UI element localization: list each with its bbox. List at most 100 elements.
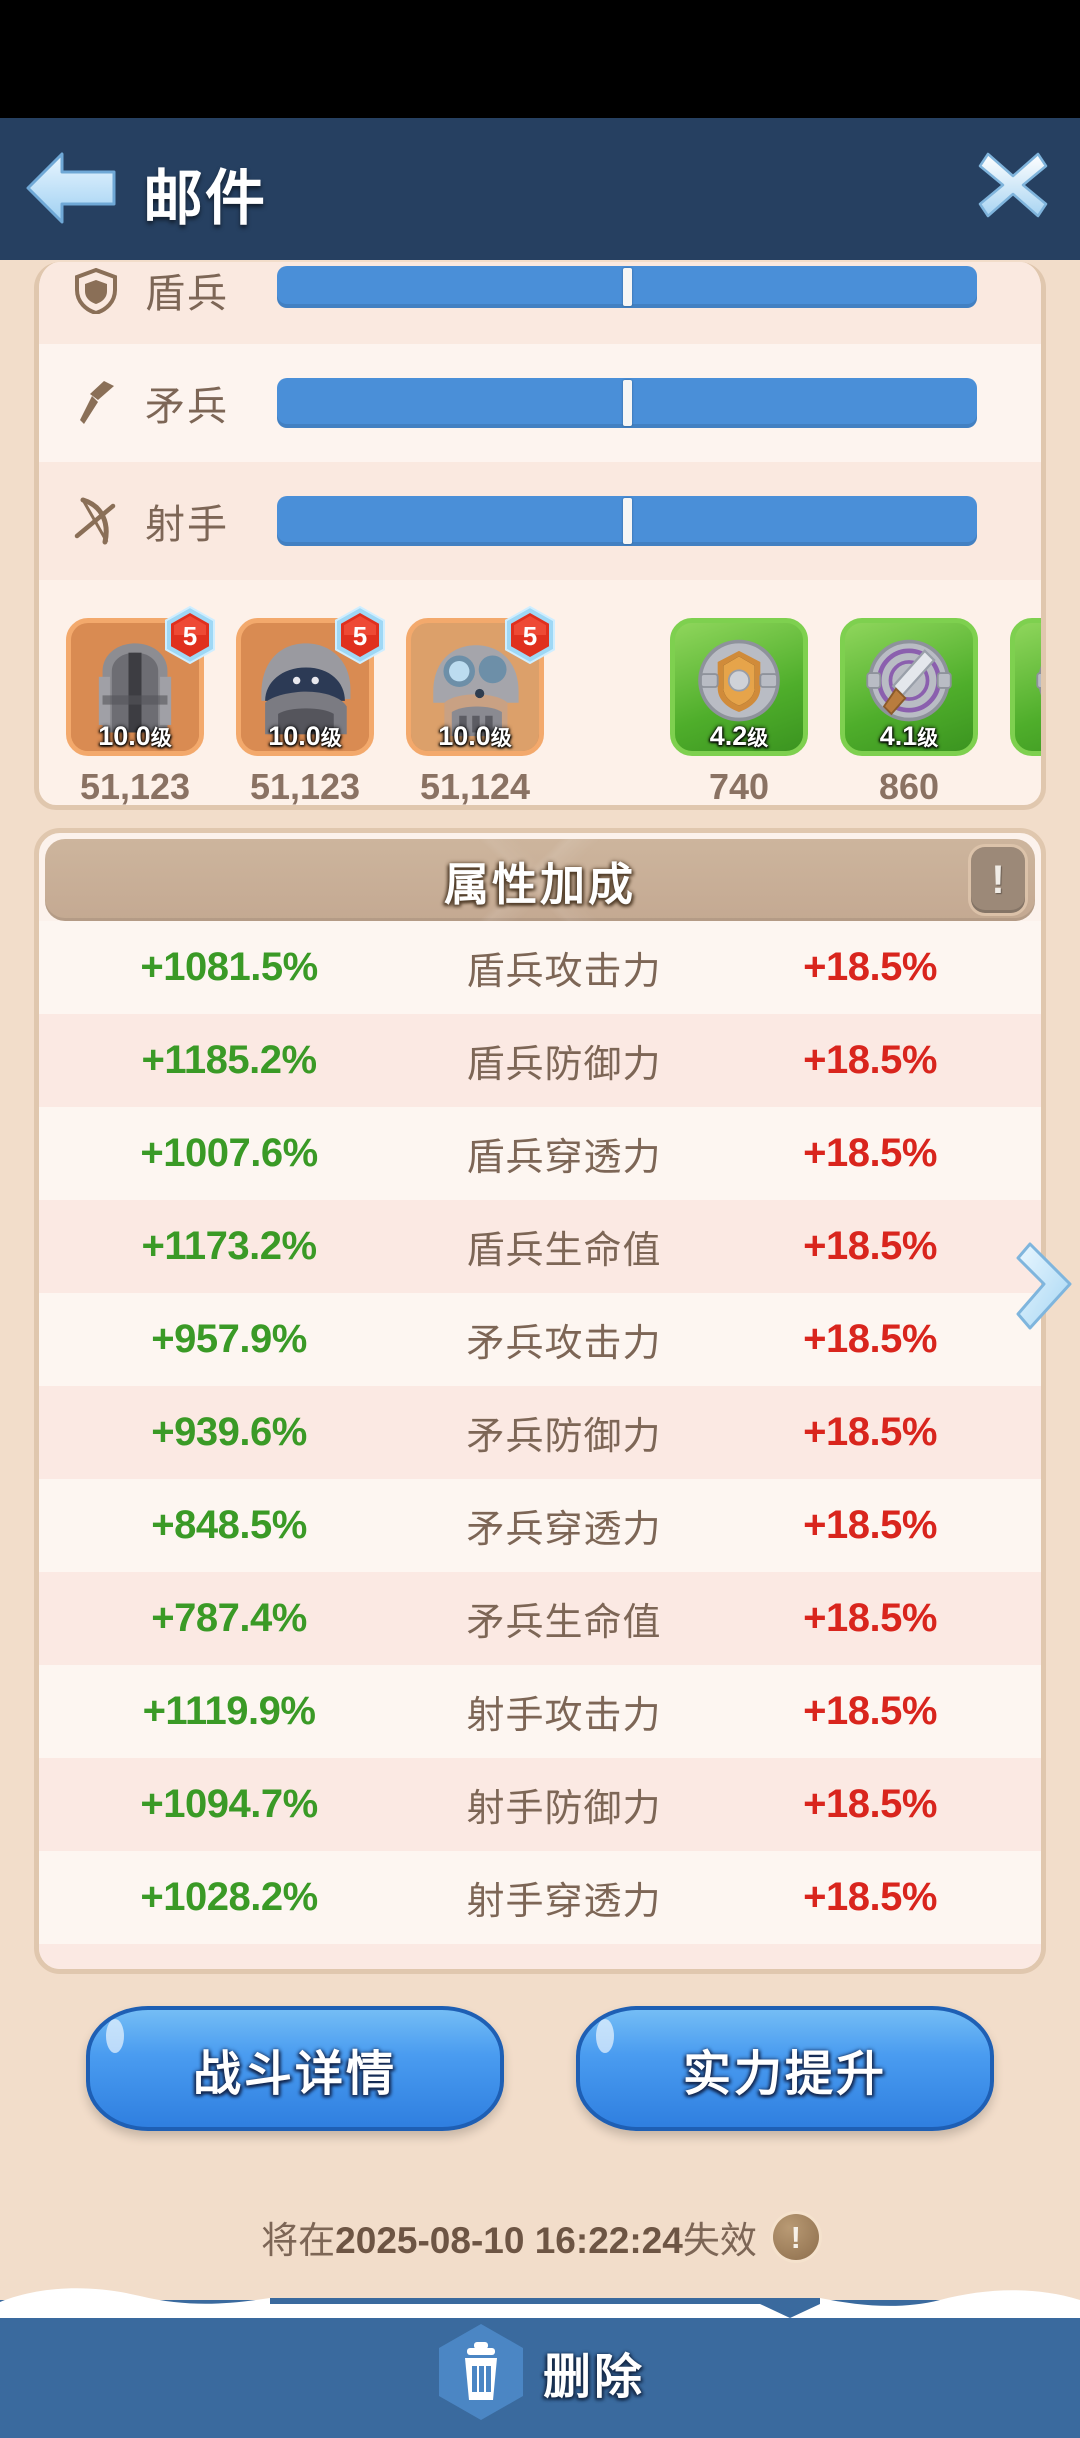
chevron-right-icon[interactable] xyxy=(1016,1238,1078,1334)
status-bar xyxy=(0,0,1080,118)
attribute-enemy-value: +18.5% xyxy=(803,945,937,989)
star-badge: 5 xyxy=(334,605,386,665)
bar-divider xyxy=(623,498,632,544)
unit-thumbnail[interactable]: 10.0级 5 xyxy=(236,605,385,756)
attribute-label: 盾兵生命值 xyxy=(466,1230,662,1272)
unit-level: 10.0级 xyxy=(438,721,512,751)
table-row: +957.9% 矛兵攻击力 +18.5% xyxy=(39,1293,1041,1386)
attribute-label: 矛兵生命值 xyxy=(466,1602,662,1644)
unit-count: 51,124 xyxy=(419,766,531,807)
attribute-enemy-value: +18.5% xyxy=(803,1782,937,1826)
exclamation-glyph: ! xyxy=(991,858,1005,902)
unit-level: 10.0级 xyxy=(268,721,342,751)
attribute-own-value: +914.2% xyxy=(39,1968,419,1969)
header-decoration xyxy=(45,839,1035,921)
equipment-card[interactable]: 4.1级 860 xyxy=(835,618,983,807)
close-icon[interactable] xyxy=(974,146,1052,224)
attribute-enemy-value: +18.5% xyxy=(803,1410,937,1454)
equipment-card[interactable]: 4.2级 740 xyxy=(665,618,813,805)
attribute-panel-header: 属性加成 ! xyxy=(45,839,1035,921)
page-header: 邮件 xyxy=(0,118,1080,260)
equipment-card[interactable]: 4.1级 860 xyxy=(1005,618,1041,805)
snow-edge-decoration xyxy=(0,2288,1080,2318)
info-exclamation-icon[interactable]: ! xyxy=(772,2214,819,2260)
attribute-own-value: +1081.5% xyxy=(140,945,318,989)
unit-level: 10.0级 xyxy=(98,721,172,751)
spear-icon xyxy=(69,378,123,428)
table-row: +848.5% 矛兵穿透力 +18.5% xyxy=(39,1479,1041,1572)
unit-card-group: 10.0级 5 51,123 xyxy=(61,605,571,807)
expiry-text: 将在2025-08-10 16:22:24失效 xyxy=(261,2210,757,2264)
unit-thumbnail[interactable]: 10.0级 5 xyxy=(406,605,555,756)
table-row: +1094.7% 射手防御力 +18.5% xyxy=(39,1758,1041,1851)
sword-emblem-icon xyxy=(866,639,952,722)
attribute-own-value: +1185.2% xyxy=(141,1038,317,1082)
star-badge: 5 xyxy=(164,605,216,665)
attribute-enemy-value: +18.5% xyxy=(803,1503,937,1547)
troop-progress-bar xyxy=(277,378,977,428)
page-title: 邮件 xyxy=(143,165,267,232)
bow-icon xyxy=(69,496,123,546)
attribute-label: 射手生命值 xyxy=(419,1963,709,1969)
equipment-thumbnail[interactable]: 4.1级 xyxy=(1010,618,1041,756)
shield-icon xyxy=(69,268,123,314)
table-row: +1028.2% 射手穿透力 +18.5% xyxy=(39,1851,1041,1944)
exclamation-glyph: ! xyxy=(790,2219,801,2255)
attribute-enemy-value: +18.5% xyxy=(803,1317,937,1361)
attribute-enemy-value: +18.5% xyxy=(803,1131,937,1175)
power-boost-button[interactable]: 实力提升 xyxy=(576,2006,994,2131)
attribute-own-value: +1028.2% xyxy=(140,1875,318,1919)
equipment-card-group: 4.2级 740 xyxy=(665,618,1041,807)
attribute-own-value: +787.4% xyxy=(151,1596,307,1640)
bar-divider xyxy=(623,380,632,426)
attribute-own-value: +1094.7% xyxy=(140,1782,318,1826)
delete-button[interactable]: 删除 xyxy=(0,2322,1080,2422)
attribute-own-value: +1007.6% xyxy=(140,1131,318,1175)
back-arrow-icon[interactable] xyxy=(22,140,122,236)
battle-details-button[interactable]: 战斗详情 xyxy=(86,2006,504,2131)
unit-card[interactable]: 10.0级 5 51,124 xyxy=(401,605,555,807)
troop-summary-panel: 盾兵 矛兵 xyxy=(34,262,1046,810)
unit-card[interactable]: 10.0级 5 51,123 xyxy=(61,605,215,805)
attribute-enemy-value: +18.5% xyxy=(803,1596,937,1640)
attribute-label: 盾兵攻击力 xyxy=(466,951,662,993)
action-button-row: 战斗详情 实力提升 xyxy=(0,2006,1080,2154)
trash-icon xyxy=(435,2322,527,2422)
troop-name: 射手 xyxy=(145,503,229,547)
unit-cards-row: 10.0级 5 51,123 xyxy=(39,605,1041,807)
bottom-nav-bar: 删除 xyxy=(0,2288,1080,2438)
attribute-label: 盾兵防御力 xyxy=(466,1044,662,1086)
expiry-prefix: 将在 xyxy=(261,2220,336,2261)
attribute-own-value: +848.5% xyxy=(151,1503,307,1547)
star-badge: 5 xyxy=(504,605,556,665)
troop-name: 盾兵 xyxy=(145,272,229,316)
attribute-enemy-value: +18.5% xyxy=(803,1224,937,1268)
equipment-count: 860 xyxy=(878,766,940,807)
crossbow-emblem-icon xyxy=(1036,665,1041,696)
bar-divider xyxy=(623,268,632,306)
expiry-suffix: 失效 xyxy=(682,2220,757,2261)
table-row: +787.4% 矛兵生命值 +18.5% xyxy=(39,1572,1041,1665)
shield-emblem-icon xyxy=(698,639,780,722)
unit-card[interactable]: 10.0级 5 51,123 xyxy=(231,605,385,807)
equipment-level: 4.1级 xyxy=(1010,721,1041,752)
power-boost-label: 实力提升 xyxy=(682,2047,887,2101)
equipment-thumbnail[interactable]: 4.2级 xyxy=(670,618,808,756)
table-row: +1185.2% 盾兵防御力 +18.5% xyxy=(39,1014,1041,1107)
svg-text:5: 5 xyxy=(183,621,197,651)
attribute-label: 射手穿透力 xyxy=(466,1881,662,1923)
unit-count: 51,123 xyxy=(249,766,361,807)
table-row: +1081.5% 盾兵攻击力 +18.5% xyxy=(39,921,1041,1014)
info-exclamation-icon[interactable]: ! xyxy=(971,847,1025,913)
attribute-enemy-value: +18.5% xyxy=(803,1875,937,1919)
unit-thumbnail[interactable]: 10.0级 5 xyxy=(66,605,215,756)
troop-name: 矛兵 xyxy=(145,385,229,429)
delete-label: 删除 xyxy=(542,2351,645,2404)
attribute-label: 盾兵穿透力 xyxy=(466,1137,662,1179)
attribute-enemy-value: +18.5% xyxy=(803,1038,937,1082)
battle-details-label: 战斗详情 xyxy=(192,2047,397,2101)
equipment-level: 4.1级 xyxy=(879,721,939,751)
attribute-enemy-value: +18.5% xyxy=(803,1689,937,1733)
equipment-thumbnail[interactable]: 4.1级 xyxy=(840,618,978,756)
